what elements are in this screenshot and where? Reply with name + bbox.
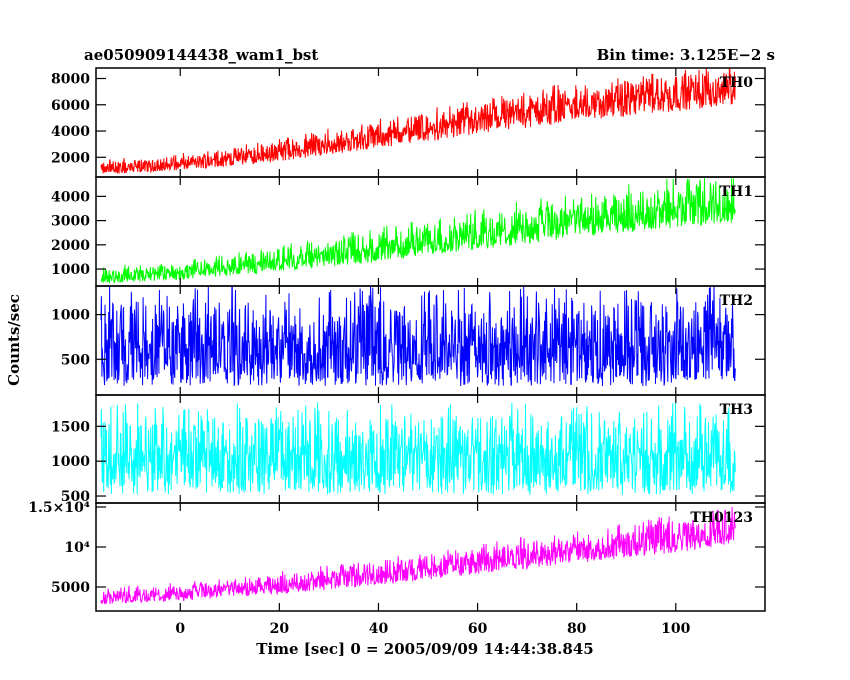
y-tick-label: 1000 [51,262,90,278]
panel-th0: 2000 4000 6000 8000 TH0 [51,67,766,178]
y-tick-label: 3000 [51,214,90,230]
series-th0123 [100,506,736,605]
panel-label-th1: TH1 [720,184,753,200]
y-tick-label: 8000 [51,72,90,88]
bin-time-label: Bin time: 3.125E−2 s [597,46,775,64]
chart-title: ae050909144438_wam1_bst [84,46,318,64]
y-tick-label: 1500 [51,419,90,435]
x-axis: 0 20 40 60 80 100 [175,621,690,637]
x-axis-label: Time [sec] 0 = 2005/09/09 14:44:38.845 [256,640,593,658]
series-th2 [100,286,736,387]
panel-label-th0: TH0 [720,75,754,91]
y-tick-label: 500 [61,352,90,368]
series-th3 [100,402,736,495]
x-tick-label: 40 [369,621,389,637]
x-tick-label: 60 [468,621,488,637]
y-tick-label: 6000 [51,98,90,114]
y-tick-label: 4000 [51,124,90,140]
panel-frame [95,502,766,612]
y-tick-label: 2000 [51,150,90,166]
y-tick-label: 4000 [51,189,90,205]
y-tick-label: 500 [61,489,90,505]
y-tick-label: 10⁴ [64,540,90,556]
panel-label-th2: TH2 [720,293,753,309]
y-tick-label: 2000 [51,238,90,254]
series-th0 [100,68,736,174]
y-tick-label: 1.5×10⁴ [28,500,90,516]
panel-th1: 1000 2000 3000 4000 TH1 [51,176,766,287]
y-axis-label: Counts/sec [5,294,23,386]
y-tick-label: 5000 [51,580,90,596]
panel-label-th3: TH3 [720,402,753,418]
panel-label-th0123: TH0123 [690,510,753,526]
y-tick-label: 1000 [51,308,90,324]
panel-th0123: 5000 10⁴ 1.5×10⁴ TH0123 [28,500,766,612]
panel-th3: 500 1000 1500 TH3 [51,394,766,505]
x-tick-label: 0 [175,621,185,637]
y-tick-label: 1000 [51,454,90,470]
x-tick-label: 100 [661,621,690,637]
panels: 2000 4000 6000 8000 TH0 1000 2000 3000 4000 TH1 50… [28,67,766,612]
series-th1 [100,178,736,284]
panel-th2: 500 1000 TH2 [51,285,766,396]
x-tick-label: 80 [567,621,587,637]
x-tick-label: 20 [270,621,290,637]
